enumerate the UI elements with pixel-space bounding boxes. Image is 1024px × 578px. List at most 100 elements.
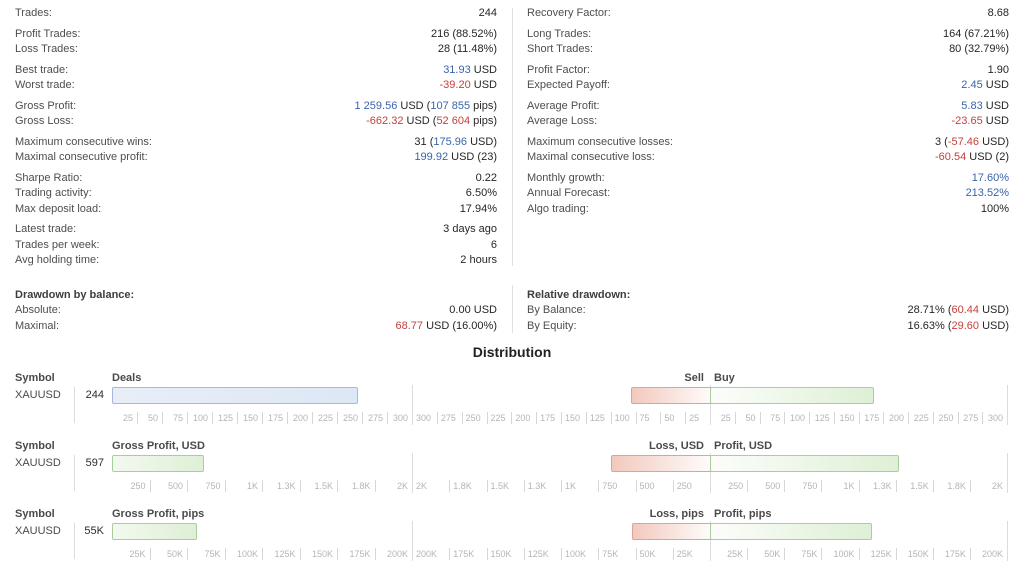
stat-value-part: 80 (32.79%) — [949, 43, 1009, 55]
axis-tick — [821, 480, 823, 492]
stat-value-part: 164 (67.21%) — [942, 27, 1009, 40]
axis-tick-label: 150 — [242, 413, 258, 423]
value-separator-line — [74, 455, 75, 491]
axis-tick-label: 1.5K — [910, 481, 929, 491]
stat-label: Trades per week: — [15, 238, 100, 251]
axis-tick — [858, 480, 860, 492]
stat-value-part: -60.54 — [935, 151, 967, 163]
stat-value: 28.71% (60.44 USD) — [907, 303, 1009, 319]
stat-value-part: 28 (11.48%) — [437, 43, 497, 55]
stat-label: Sharpe Ratio: — [15, 171, 83, 184]
stat-value-part: USD) — [979, 304, 1009, 316]
axis-tick-label: 500 — [639, 481, 655, 491]
stat-label: Expected Payoff: — [527, 79, 610, 91]
axis-tick-label: 150 — [839, 413, 855, 423]
stat-label: Relative drawdown: — [527, 288, 631, 301]
stat-value: 31.93 USD — [443, 63, 497, 79]
sell-loss-bar — [631, 387, 712, 404]
axis-tick — [585, 412, 587, 424]
stat-value-part: USD) — [979, 319, 1009, 332]
stat-row: Long Trades: 164 (67.21%) — [527, 27, 1009, 43]
buy-profit-bar — [710, 455, 899, 472]
center-divider-line — [710, 453, 711, 493]
axis-tick-label: 1K — [843, 481, 855, 491]
stat-value-part: 2 hours — [460, 254, 497, 266]
stat-value-part: 100% — [980, 202, 1009, 215]
right-chart-right-title: Profit, pips — [714, 508, 772, 520]
axis-tick — [449, 480, 451, 492]
axis-tick — [598, 480, 600, 492]
axis-tick — [598, 548, 600, 560]
symbol-label: XAUUSD — [15, 389, 61, 401]
stat-row: Recovery Factor: 8.68 — [527, 6, 1009, 22]
stat-value-part: USD) — [467, 135, 497, 148]
axis-tick — [561, 412, 562, 424]
buy-profit-bar — [710, 523, 872, 540]
stat-value: 1.90 — [988, 63, 1009, 79]
right-chart-left-title: Loss, USD — [648, 440, 704, 452]
stat-label: Drawdown by balance: — [15, 288, 135, 301]
axis-tick-label: 50 — [664, 413, 675, 423]
stat-row: Profit Factor: 1.90 — [527, 63, 1009, 79]
axis-tick-label: 275 — [367, 413, 383, 423]
stat-label: Gross Loss: — [15, 115, 74, 127]
axis-tick — [660, 412, 662, 424]
stat-value-part: 1 259.56 — [354, 99, 398, 112]
axis-tick-label: 275 — [440, 413, 456, 423]
axis-tick-label: 25 — [720, 413, 731, 423]
axis-tick-label: 100K — [565, 549, 587, 559]
stat-label: Trading activity: — [15, 187, 92, 199]
axis-tick-label: 175 — [540, 413, 556, 423]
stat-value-part: USD ( — [397, 99, 431, 112]
axis-tick-label: 100 — [614, 413, 630, 423]
axis-tick-label: 275 — [963, 413, 979, 423]
axis-tick — [337, 548, 338, 560]
stat-value-part: 216 (88.52%) — [430, 27, 497, 40]
stat-value: 6.50% — [466, 186, 497, 202]
axis-tick-label: 75 — [639, 413, 650, 423]
axis-tick — [149, 548, 151, 560]
axis-tick — [908, 412, 909, 424]
right-chart-right-title: Buy — [714, 372, 735, 384]
symbol-column-header: Symbol — [15, 440, 55, 452]
axis-tick — [287, 412, 288, 424]
stat-row: Average Profit: 5.83 USD — [527, 99, 1009, 115]
axis-tick — [747, 548, 749, 560]
chart-boundary-line — [412, 453, 413, 493]
stat-label: Maximal consecutive loss: — [527, 151, 655, 163]
stat-value-part: 60.44 — [951, 304, 980, 316]
axis-tick-label: 250 — [938, 413, 954, 423]
stat-value-part: 6 — [490, 238, 497, 251]
stat-value-part: -39.20 — [439, 79, 471, 91]
stat-value: 31 (175.96 USD) — [414, 135, 497, 151]
axis-tick-label: 300 — [416, 413, 432, 423]
stat-label: Average Loss: — [527, 115, 598, 127]
axis-tick — [957, 412, 959, 424]
stat-row: Worst trade: -39.20 USD — [15, 78, 497, 94]
stat-row: Latest trade: 3 days ago — [15, 222, 497, 238]
stat-label: Max deposit load: — [15, 202, 102, 215]
axis-tick-label: 250 — [342, 413, 358, 423]
stat-value-part: USD — [982, 99, 1009, 112]
axis-tick-label: 125K — [527, 549, 549, 559]
axis-tick-label: 500 — [765, 481, 781, 491]
stat-value-part: USD — [982, 115, 1009, 127]
axis-tick-label: 175 — [864, 413, 880, 423]
stat-label: Long Trades: — [527, 27, 592, 40]
stat-value-part: USD) — [979, 135, 1009, 148]
axis-tick — [436, 412, 438, 424]
axis-tick-label: 25 — [689, 413, 700, 423]
axis-tick — [374, 548, 376, 560]
stat-row: By Equity: 16.63% (29.60 USD) — [527, 319, 1009, 335]
center-divider-line — [710, 385, 711, 425]
stat-row: Short Trades: 80 (32.79%) — [527, 42, 1009, 58]
axis-tick-label: 1.3K — [276, 481, 296, 491]
axis-tick-label: 200 — [888, 413, 904, 423]
stat-value-part: USD — [982, 79, 1009, 91]
axis-tick-label: 50K — [764, 549, 781, 559]
stat-label: Maximum consecutive wins: — [15, 135, 152, 148]
axis-tick-label: 225 — [317, 413, 333, 423]
stat-value-part: 1.90 — [987, 63, 1009, 76]
axis-tick-label: 2K — [396, 481, 408, 491]
stat-value-part: 3 ( — [935, 135, 948, 148]
